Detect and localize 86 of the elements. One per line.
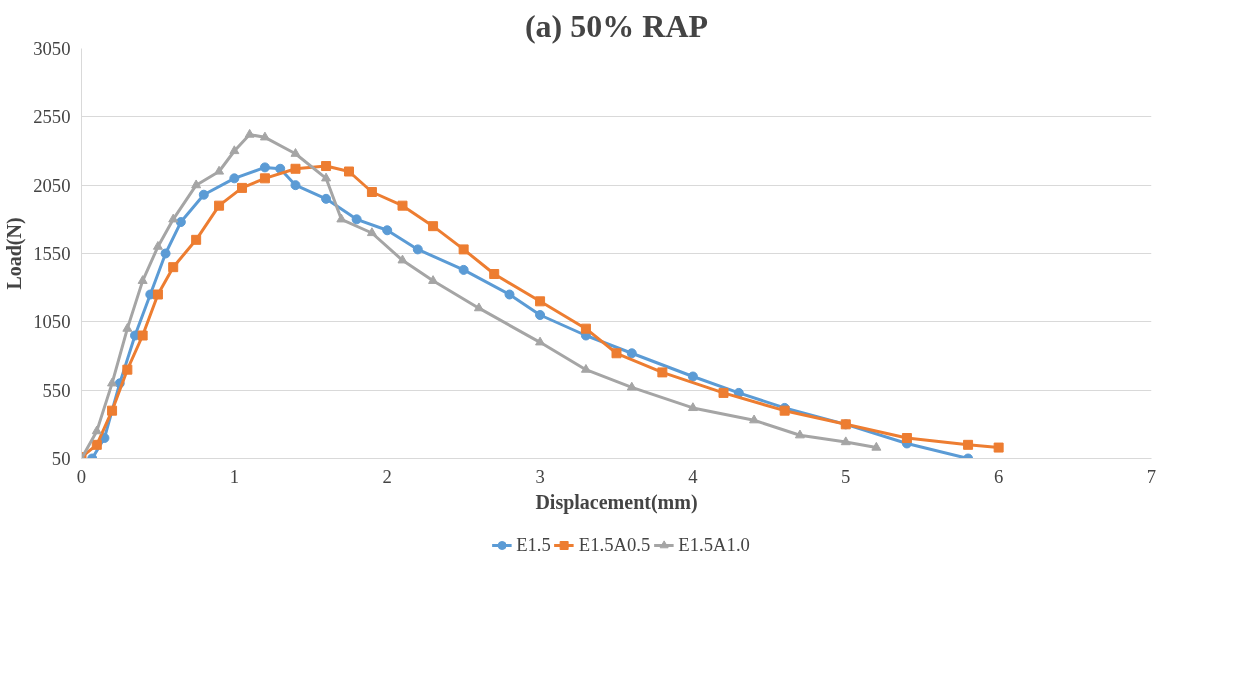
point — [107, 405, 118, 416]
point — [344, 166, 354, 177]
point — [259, 131, 270, 141]
point — [259, 173, 270, 184]
point — [687, 371, 698, 382]
legend-label: E1.5A1.0 — [678, 534, 750, 556]
point — [351, 214, 362, 225]
point — [107, 377, 118, 387]
x-tick-label: 5 — [841, 465, 851, 487]
chart-title: (a) 50% RAP — [524, 7, 709, 44]
point — [152, 240, 163, 250]
point — [91, 439, 102, 450]
x-tick-label: 4 — [688, 465, 699, 487]
point — [191, 179, 202, 189]
point — [160, 248, 171, 259]
point — [871, 441, 882, 451]
point — [191, 234, 202, 245]
point — [229, 173, 240, 184]
x-tick-label: 0 — [76, 465, 87, 487]
point — [290, 163, 301, 174]
point — [458, 264, 469, 275]
point — [489, 269, 500, 279]
point — [397, 200, 408, 211]
point — [137, 275, 148, 284]
point — [175, 217, 186, 228]
point — [535, 310, 546, 320]
point — [152, 289, 163, 300]
point — [198, 189, 209, 200]
point — [428, 221, 439, 232]
point — [626, 381, 637, 391]
point — [382, 225, 393, 236]
point — [275, 163, 286, 174]
point — [237, 182, 247, 193]
point — [290, 148, 301, 157]
legend-label: E1.5 — [516, 534, 551, 556]
x-tick-label: 6 — [993, 465, 1004, 487]
point — [626, 348, 637, 359]
y-tick-label: 2550 — [33, 106, 71, 128]
y-tick-label: 3050 — [33, 38, 71, 59]
point — [458, 244, 469, 255]
point — [366, 227, 377, 237]
point — [657, 367, 668, 378]
point — [963, 439, 974, 450]
point — [214, 165, 225, 175]
point — [580, 363, 591, 373]
point — [321, 172, 332, 182]
point — [473, 302, 484, 312]
y-tick-label: 550 — [42, 379, 71, 401]
point — [244, 128, 255, 138]
point — [321, 193, 332, 204]
y-tick-label: 1050 — [33, 311, 71, 333]
point — [687, 402, 698, 412]
y-tick-label: 1550 — [33, 243, 71, 264]
point — [535, 296, 546, 307]
point — [412, 244, 423, 255]
x-tick-label: 1 — [229, 465, 240, 487]
point — [611, 348, 622, 359]
point — [321, 161, 332, 172]
point — [580, 323, 591, 334]
y-tick-label: 2050 — [33, 174, 71, 196]
point — [229, 145, 240, 155]
point — [168, 262, 179, 273]
point — [290, 180, 301, 191]
y-axis-title: Load(N) — [3, 217, 27, 290]
point — [122, 364, 133, 375]
point — [901, 433, 912, 443]
point — [794, 429, 805, 439]
point — [366, 187, 377, 197]
point — [137, 330, 148, 341]
legend-label: E1.5A0.5 — [578, 534, 651, 556]
point — [840, 436, 851, 446]
point — [214, 200, 225, 211]
point — [259, 162, 270, 173]
point — [397, 254, 408, 264]
point — [749, 414, 760, 424]
point — [168, 213, 179, 223]
point — [993, 442, 1004, 453]
point — [91, 425, 102, 435]
x-tick-label: 3 — [535, 465, 545, 487]
y-tick-label: 50 — [51, 448, 71, 469]
point — [122, 322, 133, 332]
x-tick-label: 7 — [1146, 465, 1157, 487]
point — [718, 387, 729, 398]
x-axis-title: Displacement(mm) — [535, 490, 698, 514]
point — [504, 289, 515, 300]
x-tick-label: 2 — [382, 465, 392, 487]
